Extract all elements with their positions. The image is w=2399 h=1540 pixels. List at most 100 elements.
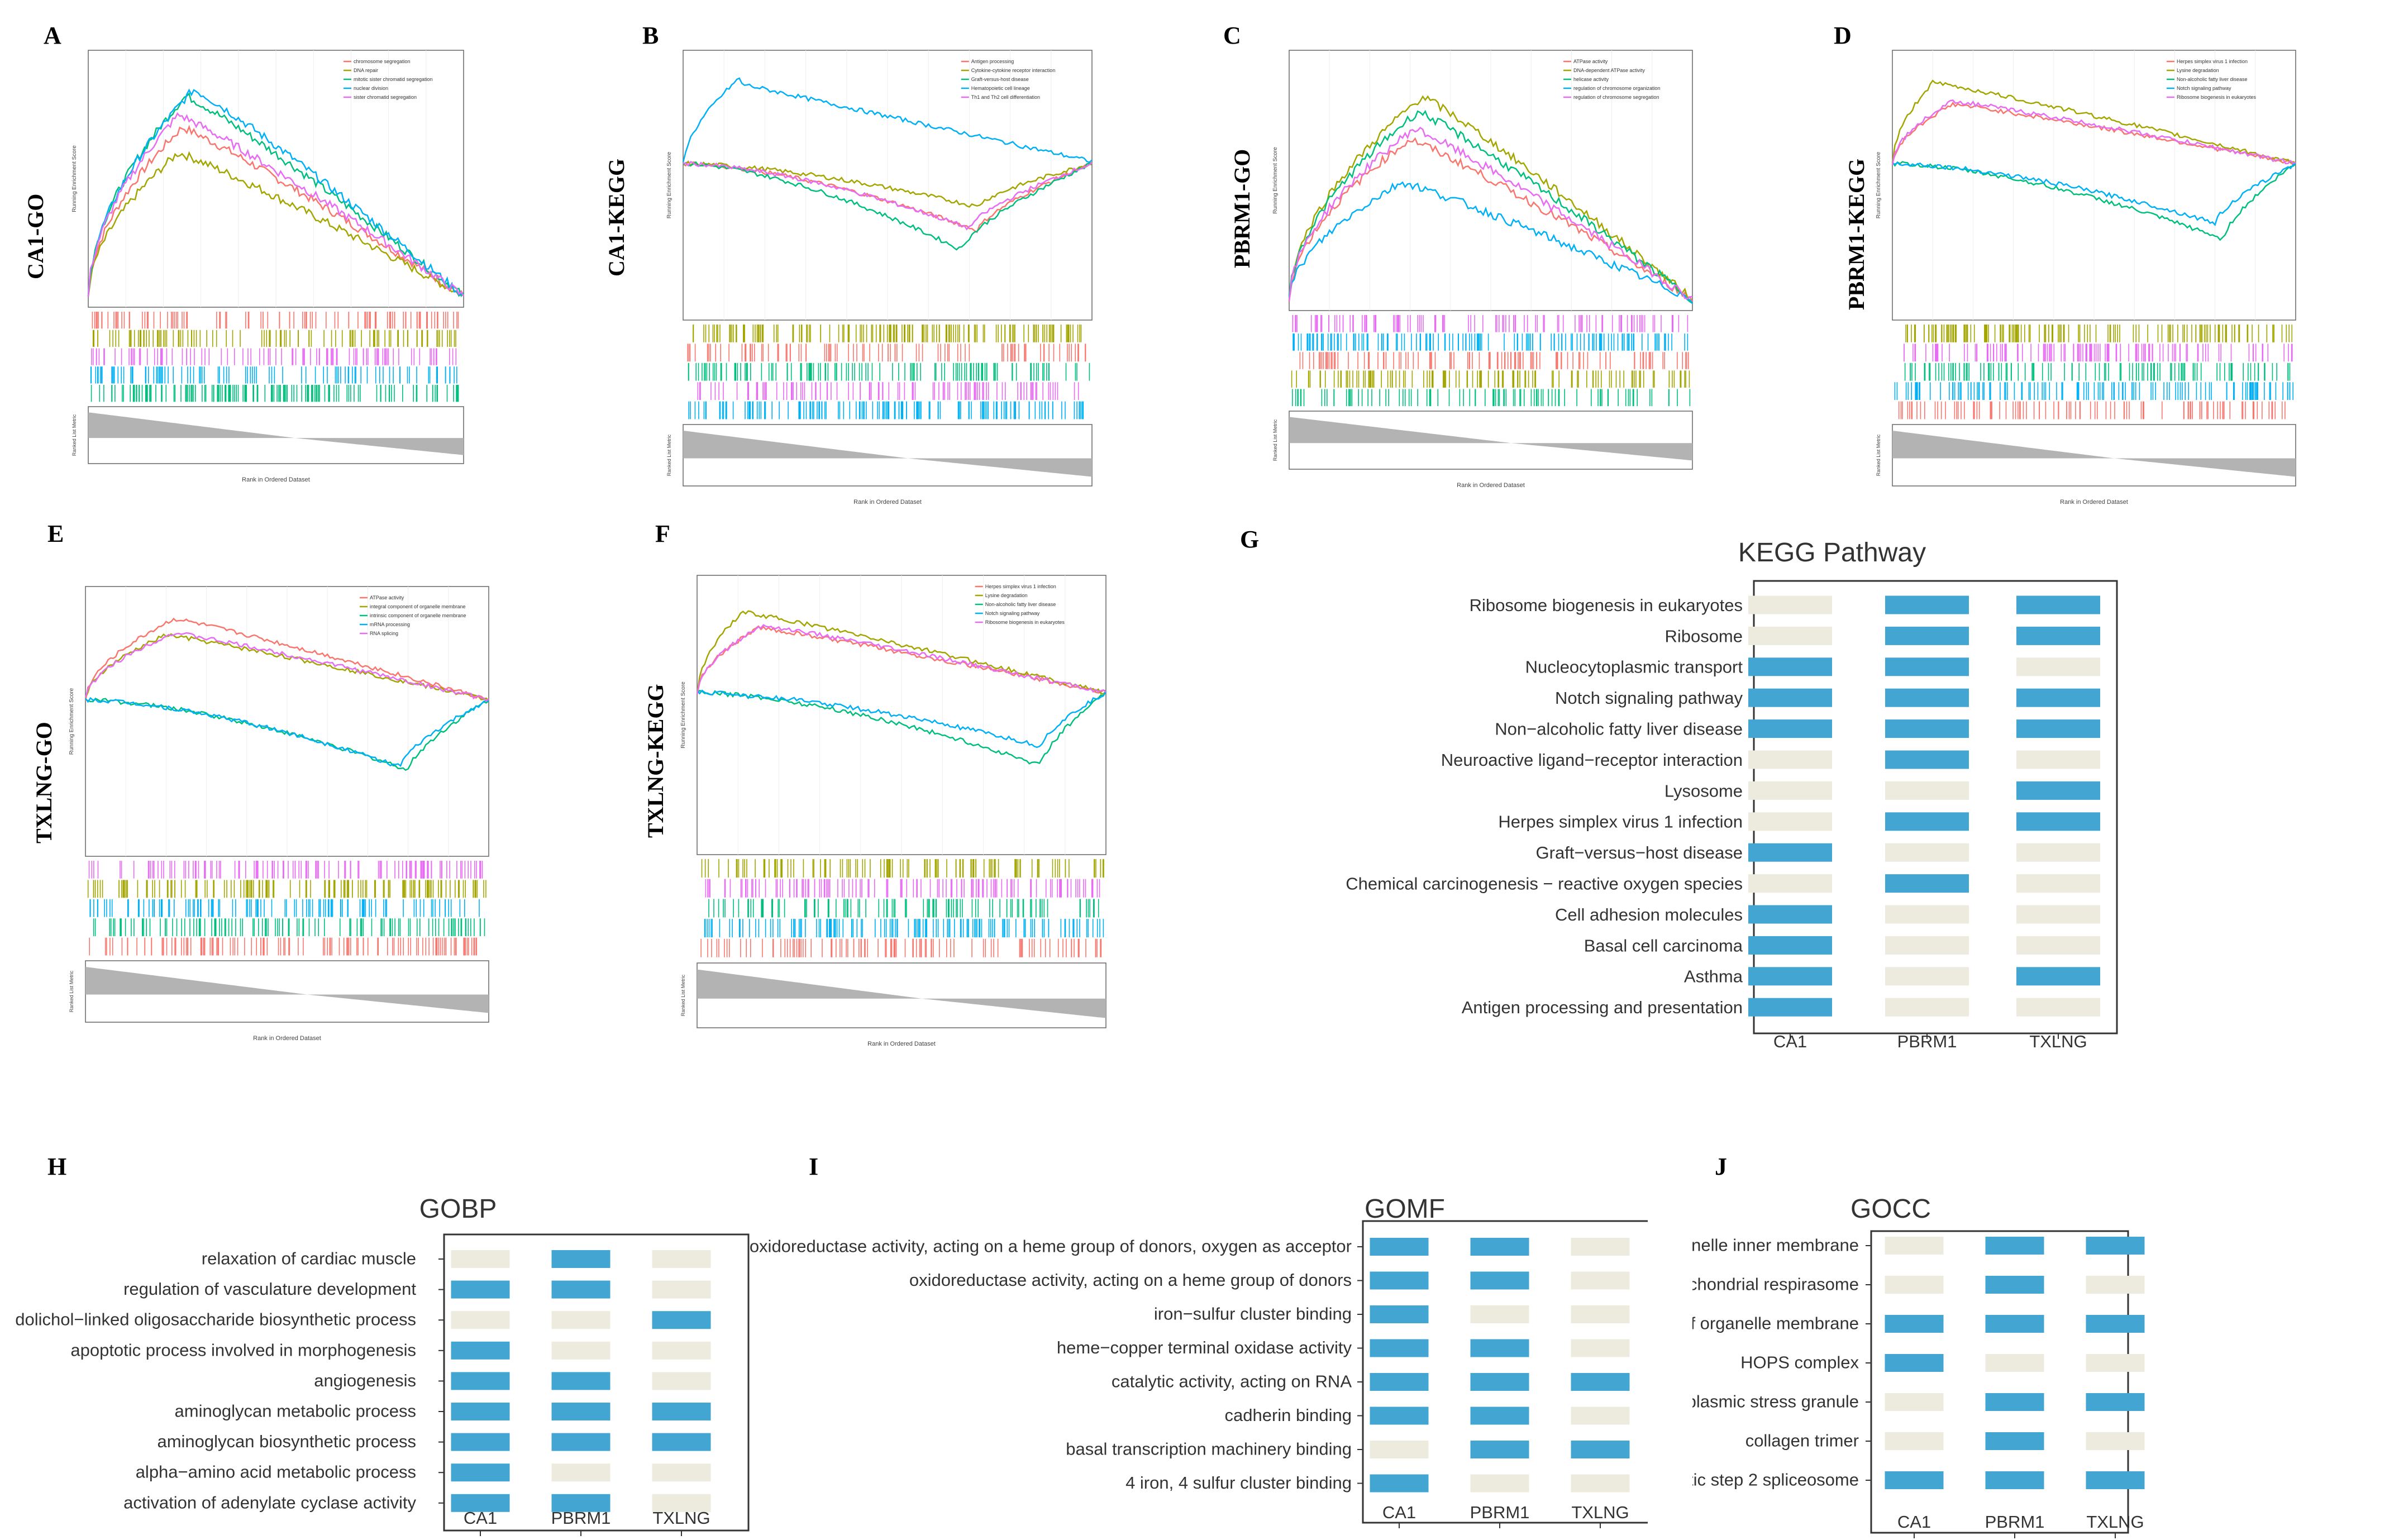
heatmap-row-label: activation of adenylate cyclase activity bbox=[123, 1493, 416, 1512]
heatmap-cell bbox=[1748, 719, 1832, 738]
gsea-ylabel: Running Enrichment Score bbox=[71, 145, 78, 212]
heatmap-row-label: cytoplasmic stress granule bbox=[1692, 1391, 1859, 1411]
heatmap-row-label: angiogenesis bbox=[314, 1371, 416, 1390]
enrichment-curve bbox=[1288, 109, 1693, 304]
legend-label: DNA-dependent ATPase activity bbox=[1573, 68, 1645, 73]
heatmap-cell bbox=[1748, 781, 1832, 800]
side-label-pbrm1-kegg: PBRM1-KEGG bbox=[1844, 158, 1869, 310]
heatmap-col-label: PBRM1 bbox=[551, 1508, 611, 1528]
heatmap-cell bbox=[451, 1494, 510, 1512]
heatmap-cell bbox=[1985, 1315, 2044, 1333]
heatmap-cell bbox=[551, 1311, 611, 1329]
enrichment-curve bbox=[87, 125, 465, 297]
heatmap-row-label: catalytic step 2 spliceosome bbox=[1692, 1470, 1859, 1489]
legend-label: DNA repair bbox=[354, 68, 378, 73]
gsea-xlabel: Rank in Ordered Dataset bbox=[1457, 482, 1525, 489]
heatmap-row-label: Asthma bbox=[1684, 967, 1743, 986]
heatmap-cell bbox=[2016, 936, 2100, 955]
side-label-txlng-kegg: TXLNG-KEGG bbox=[643, 684, 668, 838]
heatmap-cell bbox=[1885, 750, 1969, 769]
enrichment-curve bbox=[1891, 79, 2296, 164]
heatmap-cell bbox=[1885, 1315, 1944, 1333]
legend-label: Th1 and Th2 cell differentiation bbox=[971, 94, 1040, 100]
enrichment-curve bbox=[683, 160, 1093, 208]
heatmap-row-label: 4 iron, 4 sulfur cluster binding bbox=[1125, 1473, 1352, 1493]
heatmap-row-label: intrinsic component of organelle membran… bbox=[1692, 1313, 1859, 1333]
legend-label: RNA splicing bbox=[370, 631, 398, 636]
heatmap-cell bbox=[2086, 1471, 2145, 1489]
heatmap-cell bbox=[551, 1341, 611, 1360]
heatmap-cell bbox=[2016, 595, 2100, 614]
heatmap-cell bbox=[451, 1341, 510, 1360]
legend-label: Lysine degradation bbox=[985, 593, 1028, 598]
heatmap-cell bbox=[1370, 1238, 1429, 1256]
enrichment-curve bbox=[87, 92, 464, 298]
heatmap-title: GOMF bbox=[1365, 1194, 1445, 1224]
legend-label: Herpes simplex virus 1 infection bbox=[2177, 59, 2248, 64]
side-label-txlng-go: TXLNG-GO bbox=[31, 722, 56, 843]
ranked-metric-area bbox=[88, 412, 464, 455]
ranked-metric-area bbox=[85, 967, 489, 1013]
heatmap-cell bbox=[1470, 1406, 1529, 1425]
panel-letter-h: H bbox=[47, 1153, 67, 1180]
heatmap-gomf: GOMF oxidoreductase activity, acting on a… bbox=[750, 1194, 1648, 1528]
enrichment-curve bbox=[1892, 161, 2296, 226]
heatmap-cell bbox=[1748, 967, 1832, 986]
heatmap-cell bbox=[2016, 688, 2100, 707]
enrichment-curve bbox=[85, 697, 489, 767]
heatmap-row-label: Non−alcoholic fatty liver disease bbox=[1495, 719, 1743, 738]
heatmap-cell bbox=[2086, 1393, 2145, 1411]
enrichment-curve bbox=[87, 112, 465, 297]
side-label-ca1-go: CA1-GO bbox=[23, 193, 48, 279]
panel-letter-i: I bbox=[809, 1153, 819, 1180]
gsea-metric-label: Ranked List Metric bbox=[69, 970, 74, 1012]
heatmap-cell bbox=[451, 1372, 510, 1390]
heatmap-cell bbox=[2016, 905, 2100, 924]
heatmap-cell bbox=[451, 1311, 510, 1329]
heatmap-row-label: Neuroactive ligand−receptor interaction bbox=[1441, 750, 1743, 770]
heatmap-cell bbox=[1748, 750, 1832, 769]
enrichment-curve bbox=[84, 632, 489, 702]
legend-label: Non-alcoholic fatty liver disease bbox=[985, 602, 1056, 607]
gsea-ylabel: Running Enrichment Score bbox=[666, 151, 673, 218]
heatmap-cell bbox=[1470, 1474, 1529, 1493]
heatmap-row-label: alpha−amino acid metabolic process bbox=[136, 1462, 416, 1482]
heatmap-cell bbox=[2086, 1276, 2145, 1294]
heatmap-cell bbox=[1470, 1238, 1529, 1256]
heatmap-row-label: basal transcription machinery binding bbox=[1066, 1439, 1352, 1458]
legend-label: Antigen processing bbox=[971, 59, 1014, 64]
heatmap-cell bbox=[1748, 905, 1832, 924]
heatmap-cell bbox=[1885, 719, 1969, 738]
gsea-plot-f: Running Enrichment Score Ranked List Metr… bbox=[680, 575, 1107, 1047]
heatmap-cell bbox=[1748, 998, 1832, 1017]
heatmap-cell bbox=[451, 1250, 510, 1268]
heatmap-cell bbox=[1885, 1393, 1944, 1411]
heatmap-cell bbox=[1985, 1393, 2044, 1411]
heatmap-cell bbox=[1885, 936, 1969, 955]
legend-label: Non-alcoholic fatty liver disease bbox=[2177, 77, 2248, 82]
side-label-ca1-kegg: CA1-KEGG bbox=[604, 158, 629, 276]
heatmap-cell bbox=[1885, 998, 1969, 1017]
legend-label: mitotic sister chromatid segregation bbox=[354, 77, 433, 82]
ranked-metric-area bbox=[1289, 417, 1692, 461]
heatmap-cell bbox=[1571, 1373, 1630, 1391]
legend-label: chromosome segregation bbox=[354, 59, 411, 64]
panel-letter-d: D bbox=[1834, 22, 1852, 49]
heatmap-kegg-pathway: KEGG Pathway Ribosome biogenesis in eukar… bbox=[1346, 538, 2118, 1051]
heatmap-cell bbox=[1985, 1432, 2044, 1450]
legend-label: Notch signaling pathway bbox=[985, 611, 1040, 616]
legend-label: Cytokine-cytokine receptor interaction bbox=[971, 68, 1056, 73]
heatmap-cell bbox=[652, 1494, 711, 1512]
heatmap-cell bbox=[1885, 967, 1969, 986]
heatmap-cell bbox=[1748, 874, 1832, 893]
legend-label: nuclear division bbox=[354, 85, 388, 91]
gsea-ylabel: Running Enrichment Score bbox=[1272, 147, 1279, 214]
gsea-metric-label: Ranked List Metric bbox=[71, 414, 77, 456]
heatmap-row-label: cadherin binding bbox=[1224, 1405, 1352, 1425]
enrichment-curve bbox=[1288, 126, 1693, 302]
heatmap-row-label: regulation of vasculature development bbox=[123, 1279, 416, 1299]
heatmap-row-label: Basal cell carcinoma bbox=[1584, 936, 1743, 955]
heatmap-cell bbox=[1470, 1271, 1529, 1290]
heatmap-cell bbox=[1748, 657, 1832, 676]
gsea-metric-label: Ranked List Metric bbox=[1272, 419, 1278, 461]
